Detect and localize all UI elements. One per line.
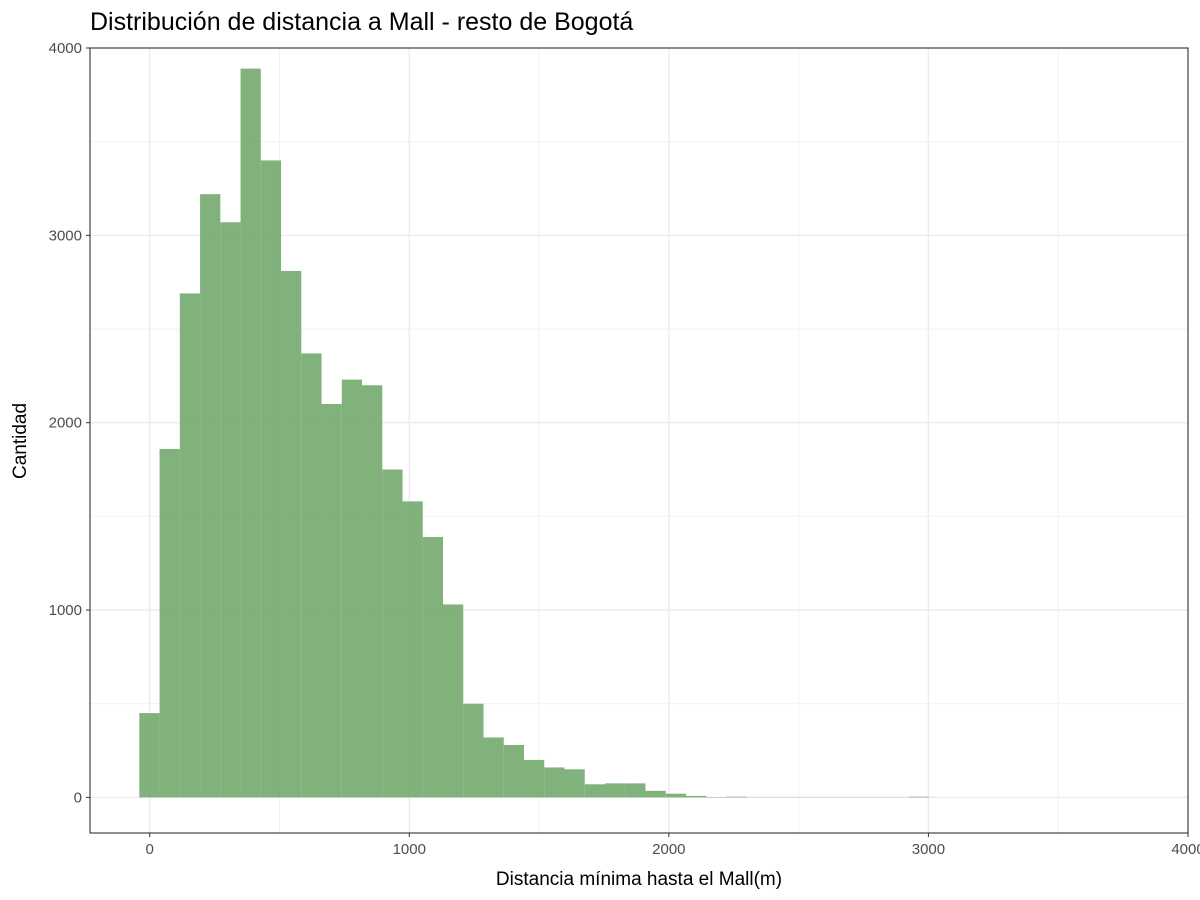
histogram-bar-19 [524, 759, 545, 798]
histogram-bar-22 [584, 784, 605, 798]
histogram-bar-3 [200, 194, 221, 798]
histogram-bar-6 [260, 160, 282, 798]
histogram-bar-7 [281, 270, 302, 798]
x-tick-label: 3000 [912, 841, 945, 858]
histogram-bar-27 [685, 795, 707, 798]
histogram-bars [139, 68, 929, 798]
y-tick-label: 1000 [49, 602, 82, 619]
histogram-bar-10 [341, 379, 363, 798]
histogram-bar-13 [402, 501, 423, 798]
histogram-bar-16 [463, 703, 484, 798]
histogram-bar-0 [139, 713, 160, 798]
y-tick-label: 2000 [49, 415, 82, 432]
y-axis-ticks: 0 1000 2000 3000 4000 [49, 40, 90, 806]
panel-border [89, 47, 1189, 834]
x-tick-label: 1000 [393, 841, 426, 858]
histogram-bar-8 [301, 353, 322, 798]
histogram-bar-23 [604, 783, 626, 798]
histogram-bar-38 [908, 796, 929, 798]
histogram-bar-17 [483, 737, 504, 798]
chart-title: Distribución de distancia a Mall - resto… [90, 8, 633, 36]
y-tick-label: 3000 [49, 227, 82, 244]
histogram-bar-24 [625, 783, 646, 798]
plot-panel [89, 47, 1189, 834]
histogram-bar-9 [321, 403, 342, 798]
x-tick-label: 4000 [1171, 841, 1200, 858]
y-axis-title: Cantidad [10, 403, 31, 479]
x-axis-ticks: 0 1000 2000 3000 4000 [146, 833, 1200, 858]
y-tick-label: 0 [74, 789, 82, 806]
histogram-bar-25 [645, 790, 666, 798]
histogram-bar-5 [240, 68, 261, 798]
x-tick-label: 2000 [652, 841, 685, 858]
histogram-bar-11 [362, 385, 383, 798]
histogram-bar-4 [220, 222, 241, 798]
histogram-bar-14 [422, 536, 444, 798]
x-tick-label: 0 [146, 841, 154, 858]
histogram-bar-20 [544, 767, 565, 798]
histogram-bar-18 [503, 744, 525, 798]
y-tick-label: 4000 [49, 40, 82, 57]
histogram-bar-29 [726, 796, 747, 798]
histogram-bar-21 [564, 769, 585, 798]
histogram-bar-15 [443, 604, 464, 798]
histogram-bar-2 [179, 293, 201, 798]
histogram-bar-1 [159, 448, 180, 798]
histogram-bar-12 [382, 469, 403, 798]
x-axis-title: Distancia mínima hasta el Mall(m) [496, 869, 782, 890]
histogram-bar-26 [665, 793, 686, 798]
